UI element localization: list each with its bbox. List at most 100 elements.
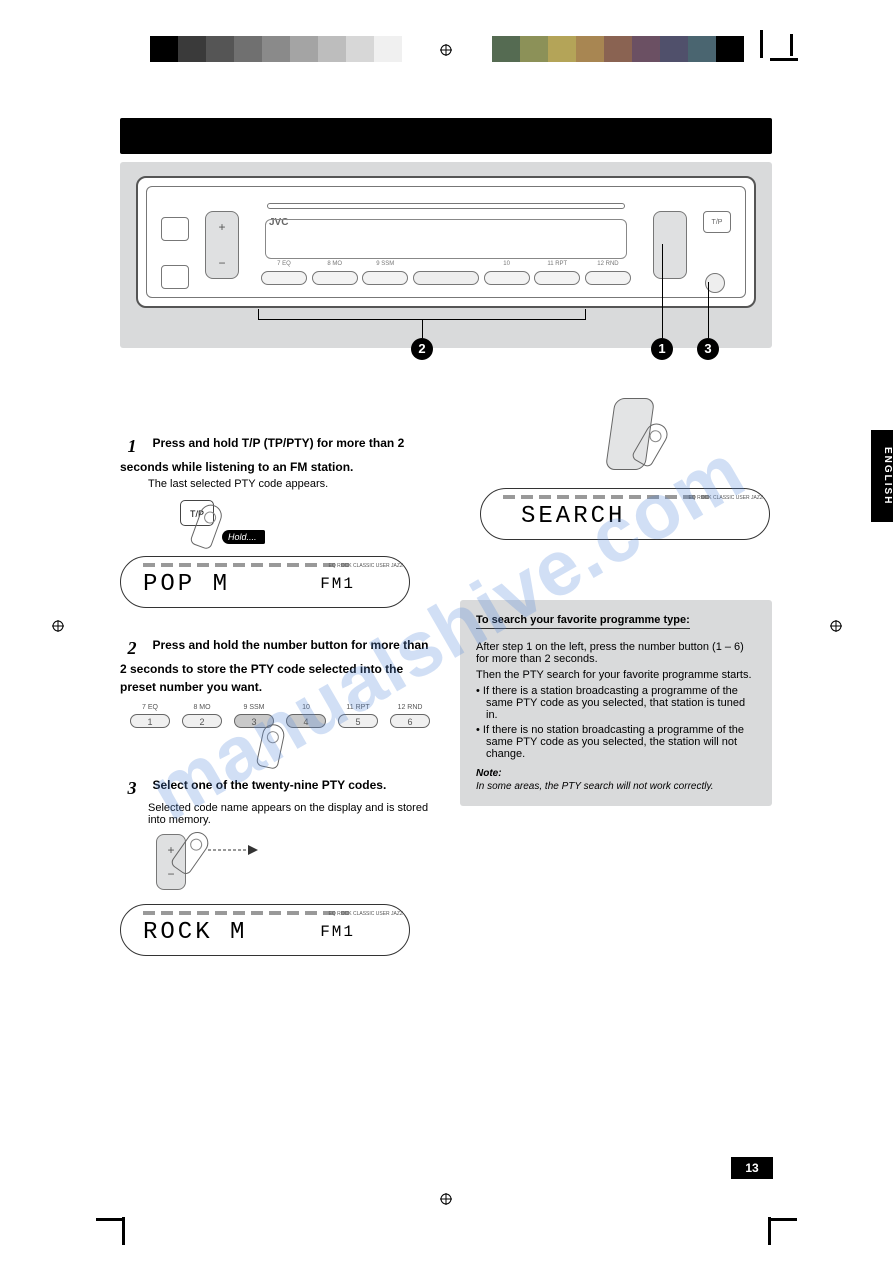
step-title: Press and hold the number button for mor… <box>120 638 428 694</box>
crop-mark <box>790 34 793 56</box>
lcd-text: POP M <box>143 571 230 598</box>
lead-2 <box>422 320 423 338</box>
car-stereo: JVC T/P 7 EQ 8 MO 9 S <box>136 176 756 308</box>
infobox-p2: Then the PTY search for your favorite pr… <box>476 669 756 681</box>
preset-6[interactable]: 12 RND <box>585 271 631 285</box>
lcd-step1: POP M FM1 EQ ROCK CLASSIC USER JAZZ <box>120 556 410 608</box>
crop-mark <box>769 1218 797 1221</box>
crop-mark <box>770 58 798 61</box>
list-item: If there is no station broadcasting a pr… <box>476 724 756 760</box>
lead-1 <box>662 244 663 338</box>
callout-2: 2 <box>411 338 433 360</box>
swatch <box>632 36 660 62</box>
title-bar <box>120 118 772 154</box>
preset-5[interactable]: 11 RPT <box>534 271 580 285</box>
lcd-band: FM1 <box>320 923 355 941</box>
arrow-icon <box>208 840 258 860</box>
step-2: 2 Press and hold the number button for m… <box>120 636 432 764</box>
preset-3[interactable]: 9 SSM <box>362 271 408 285</box>
swatch <box>548 36 576 62</box>
callout-3: 3 <box>697 338 719 360</box>
swatch <box>520 36 548 62</box>
lcd-text: ROCK M <box>143 919 247 946</box>
info-box: To search your favorite programme type: … <box>460 600 772 806</box>
callout-1: 1 <box>651 338 673 360</box>
main-lcd <box>265 219 627 259</box>
lcd-step4: SEARCH EQ ROCK CLASSIC USER JAZZ <box>480 488 770 540</box>
button-mode[interactable] <box>161 265 189 289</box>
swatch <box>290 36 318 62</box>
language-tab: ENGLISH <box>871 430 893 522</box>
lcd-bars <box>503 495 709 499</box>
preset-4[interactable]: 10 <box>484 271 530 285</box>
right-controls: T/P <box>653 211 731 295</box>
colorbar-right <box>492 36 744 62</box>
tp-illustration: T/P Hold.... <box>180 500 432 550</box>
crop-mark <box>768 1217 771 1245</box>
lead-3 <box>708 282 709 338</box>
seek-illustration <box>610 398 772 482</box>
swatch <box>660 36 688 62</box>
center-button[interactable] <box>413 271 479 285</box>
swatch <box>178 36 206 62</box>
registration-mark <box>830 620 842 632</box>
swatch <box>318 36 346 62</box>
swatch <box>604 36 632 62</box>
swatch <box>492 36 520 62</box>
swatch <box>374 36 402 62</box>
step-number: 1 <box>120 434 144 458</box>
lcd-step3: ROCK M FM1 EQ ROCK CLASSIC USER JAZZ <box>120 904 410 956</box>
finger-icon <box>256 722 287 770</box>
tp-button[interactable]: T/P <box>703 211 731 233</box>
step-1: 1 Press and hold T/P (TP/PTY) for more t… <box>120 434 432 608</box>
button-sel[interactable] <box>161 217 189 241</box>
step-sub: Selected code name appears on the displa… <box>148 802 432 826</box>
lcd-band: FM1 <box>320 575 355 593</box>
step-title: Select one of the twenty-nine PTY codes. <box>152 778 386 792</box>
stereo-figure-area: JVC T/P 7 EQ 8 MO 9 S <box>120 162 772 348</box>
note-text: In some areas, the PTY search will not w… <box>476 781 756 792</box>
left-column: 1 Press and hold T/P (TP/PTY) for more t… <box>120 384 432 956</box>
seek-rocker[interactable] <box>653 211 687 279</box>
step-3: 3 Select one of the twenty-nine PTY code… <box>120 776 432 956</box>
swatch <box>206 36 234 62</box>
note-heading: Note: <box>476 768 756 779</box>
content-area: JVC T/P 7 EQ 8 MO 9 S <box>120 118 772 348</box>
stereo-face: JVC T/P 7 EQ 8 MO 9 S <box>146 186 746 298</box>
swatch <box>346 36 374 62</box>
vol-illustration <box>156 834 432 898</box>
lcd-bars <box>143 563 349 567</box>
colorbar-left <box>150 36 402 62</box>
swatch <box>716 36 744 62</box>
preset-2[interactable]: 8 MO <box>312 271 358 285</box>
volume-rocker[interactable] <box>205 211 239 279</box>
swatch <box>234 36 262 62</box>
preset-btn[interactable]: 8 MO2 <box>182 704 222 728</box>
swatch <box>688 36 716 62</box>
step-number: 3 <box>120 776 144 800</box>
step-title: Press and hold T/P (TP/PTY) for more tha… <box>120 436 404 474</box>
preset-1[interactable]: 7 EQ <box>261 271 307 285</box>
swatch <box>576 36 604 62</box>
preset-btn[interactable]: 7 EQ1 <box>130 704 170 728</box>
step-4: SEARCH EQ ROCK CLASSIC USER JAZZ <box>460 398 772 540</box>
registration-mark <box>440 44 452 56</box>
step-number: 2 <box>120 636 144 660</box>
cd-slot <box>267 203 625 209</box>
infobox-list: If there is a station broadcasting a pro… <box>476 685 756 760</box>
infobox-p1: After step 1 on the left, press the numb… <box>476 641 756 665</box>
finger-on-preset <box>260 724 432 764</box>
lcd-side: EQ ROCK CLASSIC USER JAZZ <box>689 495 763 502</box>
hold-badge: Hold.... <box>222 530 265 544</box>
crop-mark <box>122 1217 125 1245</box>
registration-mark <box>440 1193 452 1205</box>
crop-mark <box>96 1218 124 1221</box>
lcd-side: EQ ROCK CLASSIC USER JAZZ <box>329 911 403 918</box>
infobox-heading: To search your favorite programme type: <box>476 614 690 629</box>
preset-row: 7 EQ 8 MO 9 SSM 10 11 RPT 12 RND <box>261 271 631 285</box>
lcd-text: SEARCH <box>521 503 625 530</box>
swatch <box>150 36 178 62</box>
page-number: 13 <box>731 1157 773 1179</box>
swatch <box>262 36 290 62</box>
left-controls <box>161 211 239 295</box>
